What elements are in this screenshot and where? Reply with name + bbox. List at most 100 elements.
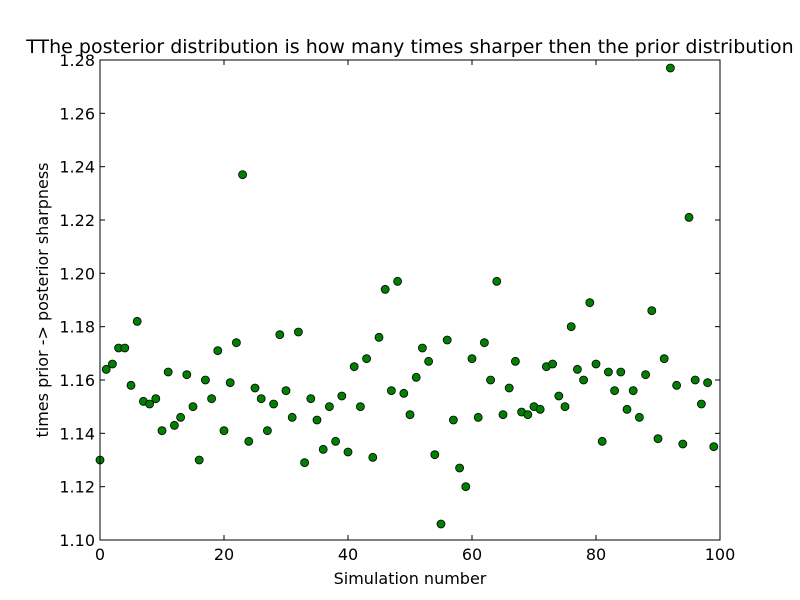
data-point [269,399,279,409]
data-point [436,519,446,529]
data-point [256,394,266,404]
data-point [666,63,675,73]
data-point [380,284,390,294]
data-point [108,359,117,369]
data-point [616,367,626,377]
data-point [455,463,465,473]
data-point [343,447,353,457]
x-tick-label: 100 [705,545,736,564]
data-point [690,375,700,385]
data-point [293,327,303,337]
data-points [95,63,719,529]
data-point [479,338,489,348]
data-point [318,444,328,454]
data-point [312,415,322,425]
data-point [126,380,136,390]
data-point [300,458,310,468]
data-point [262,426,272,436]
data-point [684,212,694,222]
data-point [591,359,601,369]
data-point [473,412,483,422]
data-point [554,391,564,401]
data-point [405,410,415,420]
data-point [635,412,644,422]
data-point [393,276,403,286]
data-point [535,404,545,414]
data-point [337,391,347,401]
y-tick-label: 1.26 [59,104,95,123]
y-tick-label: 1.24 [59,158,95,177]
data-point [207,394,217,404]
data-point [151,394,161,404]
data-point [324,402,334,412]
data-point [368,452,378,462]
data-point [231,338,241,348]
data-point [157,426,167,436]
data-point [213,346,223,356]
data-point [132,316,142,326]
data-point [250,383,260,393]
y-tick-label: 1.18 [59,318,95,337]
data-point [573,364,582,374]
y-axis-label: times prior -> posterior sharpness [33,162,52,437]
plot-area-frame [99,59,721,541]
data-point [647,306,657,316]
data-point [306,394,316,404]
data-point [194,455,204,465]
data-point [511,356,520,366]
data-point [225,378,235,388]
y-tick-label: 1.10 [59,531,95,550]
data-point [244,436,254,446]
data-point [709,442,719,452]
data-point [219,426,229,436]
data-point [386,386,396,396]
data-point [672,380,681,390]
x-tick-label: 60 [462,545,482,564]
data-point [628,386,638,396]
y-tick-label: 1.20 [59,264,95,283]
data-point [678,439,688,449]
data-point [362,354,372,364]
axis-ticks: 0 20 40 60 80 100 1.10 1.12 1.14 1.16 1.18 1.20 1.22… [59,51,735,564]
data-point [560,402,570,412]
data-point [182,370,192,380]
data-point [399,388,409,398]
data-point [176,412,186,422]
data-point [641,370,650,380]
chart-title: TThe posterior distribution is how many … [25,36,793,58]
data-point [610,386,619,396]
data-point [163,367,173,377]
data-point [200,375,210,385]
data-point [523,410,533,420]
x-tick-label: 20 [214,545,234,564]
data-point [238,170,248,180]
data-point [331,436,341,446]
data-point [349,362,359,372]
data-point [566,322,576,332]
data-point [287,412,297,422]
data-point [498,410,508,420]
data-point [659,354,669,364]
data-point [101,364,111,374]
y-tick-label: 1.12 [59,478,95,497]
data-point [448,415,458,425]
data-point [374,332,384,342]
data-point [486,375,496,385]
x-tick-label: 80 [586,545,606,564]
data-point [653,434,663,444]
x-axis-label: Simulation number [334,569,487,588]
y-tick-label: 1.14 [59,424,95,443]
data-point [417,343,427,353]
data-point [604,367,613,377]
data-point [430,450,440,460]
x-tick-label: 40 [338,545,358,564]
data-point [622,404,632,414]
data-point [703,378,712,388]
data-point [467,354,477,364]
data-point [492,276,502,286]
data-point [188,402,198,412]
data-point [411,372,421,382]
data-point [145,399,155,409]
y-tick-label: 1.22 [59,211,95,230]
